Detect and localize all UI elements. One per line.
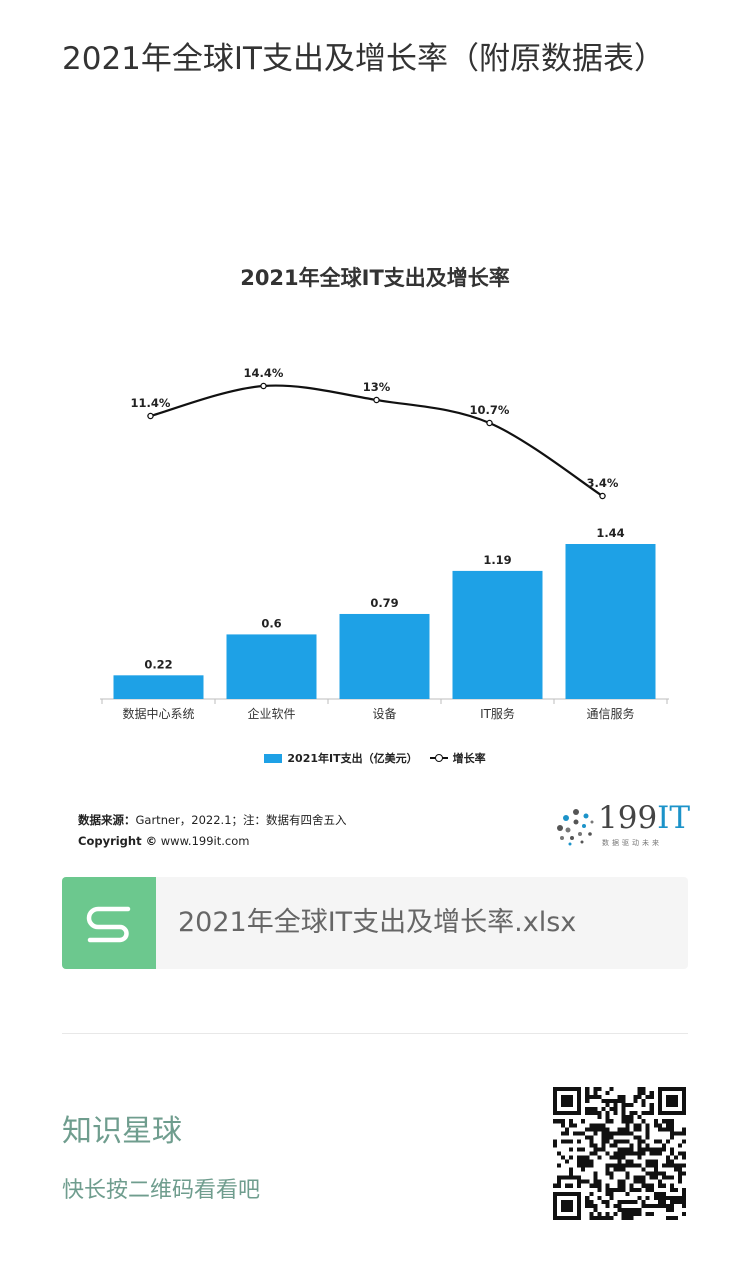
bar-4	[565, 544, 656, 699]
bar-2	[339, 613, 430, 699]
chart-image: 2021年全球IT支出及增长率 0.22 数据中心系统 0.6 企业软件 0.79 设备 1…	[62, 240, 690, 860]
growth-point	[373, 396, 380, 404]
x-tick-label: IT服务	[480, 706, 515, 721]
x-tick-label: 设备	[372, 707, 396, 721]
brand-logo: 199IT 数据驱动未来	[552, 800, 690, 850]
source-label: 数据来源：	[78, 813, 136, 827]
footer-subtitle: 快长按二维码看看吧	[62, 1178, 261, 1203]
growth-value-label: 14.4%	[244, 366, 284, 380]
bar-value-label: 1.44	[596, 526, 624, 540]
bar-value-label: 0.79	[370, 596, 398, 610]
article-title: 2021年全球IT支出及增长率（附原数据表）	[62, 41, 665, 77]
bar-value-label: 0.22	[144, 657, 172, 671]
brand-dots-icon	[557, 809, 594, 846]
chart-source: 数据来源：Gartner，2022.1；注：数据有四舍五入 Copyright …	[78, 810, 347, 852]
x-tick-label: 企业软件	[247, 706, 295, 721]
footer-title: 知识星球	[62, 1114, 182, 1149]
attachment-icon-tile	[62, 877, 156, 969]
chart-legend: 2021年IT支出（亿美元） 增长率	[62, 750, 688, 766]
copyright-text: www.199it.com	[160, 834, 250, 848]
growth-value-label: 13%	[363, 380, 391, 394]
growth-point	[147, 412, 154, 420]
attachment-card[interactable]: 2021年全球IT支出及增长率.xlsx	[62, 877, 688, 969]
growth-point	[599, 492, 606, 500]
chart-title: 2021年全球IT支出及增长率	[240, 266, 510, 290]
copyright-label: Copyright ©	[78, 834, 158, 848]
attachment-file-name: 2021年全球IT支出及增长率.xlsx	[178, 907, 577, 938]
bar-value-label: 1.19	[483, 553, 511, 567]
bar-value-label: 0.6	[261, 616, 281, 630]
growth-value-label: 3.4%	[587, 476, 619, 490]
bar-1	[226, 634, 317, 699]
bar-3	[452, 570, 543, 699]
growth-point	[260, 382, 267, 390]
growth-point	[486, 419, 493, 427]
legend-bar-swatch	[264, 753, 283, 763]
chart-plot: 0.22 数据中心系统 0.6 企业软件 0.79 设备 1.19 IT服务 1.44 通信服务 1…	[100, 366, 669, 721]
growth-value-label: 10.7%	[470, 403, 510, 417]
section-divider	[62, 1033, 688, 1034]
brand-name: 199IT	[598, 800, 691, 836]
source-text: Gartner，2022.1；注：数据有四舍五入	[135, 813, 347, 827]
spreadsheet-s-icon	[86, 906, 131, 943]
brand-slogan: 数据驱动未来	[602, 839, 662, 847]
legend-line-marker-icon	[429, 753, 448, 763]
growth-value-label: 11.4%	[131, 396, 171, 410]
bar-0	[113, 675, 204, 699]
legend-bar-label: 2021年IT支出（亿美元）	[287, 752, 418, 765]
x-tick-label: 数据中心系统	[122, 706, 194, 721]
legend-line-label: 增长率	[452, 752, 486, 765]
qr-code-icon[interactable]	[553, 1087, 686, 1220]
x-tick-label: 通信服务	[586, 706, 634, 721]
